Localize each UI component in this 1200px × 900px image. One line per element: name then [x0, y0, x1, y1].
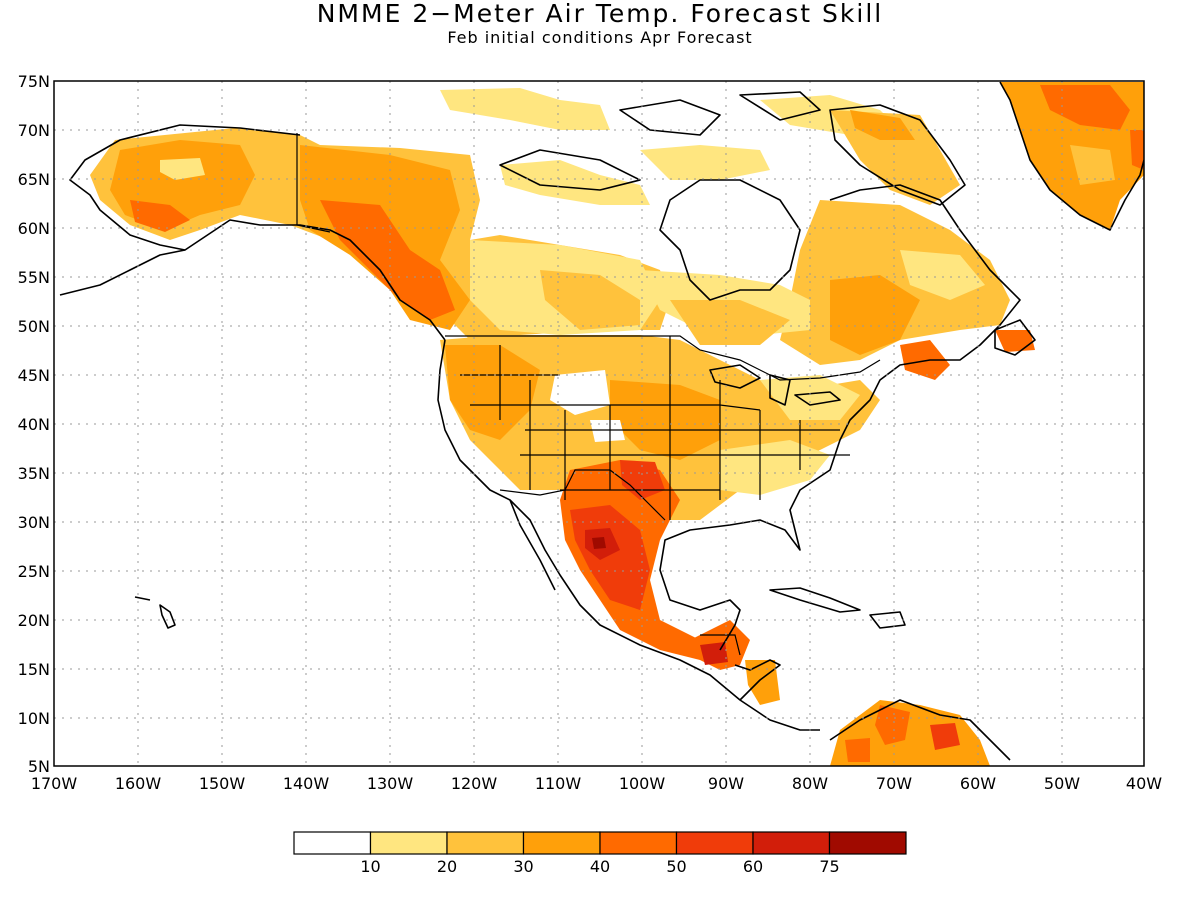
newfoundland — [994, 319, 1036, 356]
prairies-core — [540, 270, 640, 330]
alaska-canada-border — [296, 133, 331, 233]
colorbar-swatch — [752, 831, 831, 855]
alaska-core — [130, 200, 190, 232]
colorado-low — [590, 420, 625, 442]
lat-label: 70N — [18, 121, 50, 140]
baffin-skill — [830, 110, 960, 205]
lon-label: 150W — [199, 774, 246, 793]
colorbar-label: 20 — [437, 857, 457, 876]
lon-label: 90W — [708, 774, 744, 793]
venezuela-peak — [930, 723, 960, 750]
baja — [509, 499, 556, 591]
colorbar-swatch — [369, 831, 448, 855]
lon-label: 60W — [960, 774, 996, 793]
alaska-low-skill — [160, 158, 205, 180]
lon-label: 80W — [792, 774, 828, 793]
greenland-east — [1130, 130, 1144, 170]
plains-core — [610, 380, 720, 460]
lat-label: 5N — [28, 757, 50, 776]
lat-label: 45N — [18, 366, 50, 385]
baffin-coast — [829, 104, 966, 206]
lon-label: 100W — [619, 774, 666, 793]
lat-label: 15N — [18, 660, 50, 679]
colorbar: 10 20 30 40 50 60 75 — [293, 831, 907, 876]
lat-label: 55N — [18, 268, 50, 287]
colorbar-swatch — [599, 831, 678, 855]
colorbar-swatch — [522, 831, 601, 855]
bc-coast-skill — [320, 200, 455, 320]
lon-label: 120W — [451, 774, 498, 793]
lat-lon-grid — [54, 81, 1144, 766]
northeast-low — [760, 375, 860, 420]
colorbar-label: 60 — [743, 857, 763, 876]
central-america-coast — [734, 659, 781, 701]
latitude-labels: 75N 70N 65N 60N 55N 50N 45N 40N 35N 30N … — [18, 72, 50, 776]
aleutians — [59, 249, 186, 296]
hudson-bay — [659, 179, 801, 301]
maritimes-skill — [900, 340, 950, 380]
skill-field — [90, 82, 1144, 766]
map-title: NMME 2−Meter Air Temp. Forecast Skill — [316, 0, 884, 28]
arctic-patch-3 — [640, 145, 770, 180]
venezuela-core — [875, 705, 910, 745]
greenland-core — [1040, 85, 1130, 130]
greenland-low — [1070, 145, 1115, 185]
lon-label: 140W — [283, 774, 330, 793]
montana-low — [550, 370, 610, 415]
labrador-low — [900, 250, 985, 300]
longitude-labels: 170W 160W 150W 140W 130W 120W 110W 100W … — [31, 774, 1162, 793]
lon-label: 50W — [1044, 774, 1080, 793]
colorbar-label: 30 — [513, 857, 533, 876]
greenland-coast — [999, 81, 1144, 231]
nicaragua-skill — [745, 660, 780, 705]
lat-label: 50N — [18, 317, 50, 336]
lon-label: 160W — [115, 774, 162, 793]
lat-label: 65N — [18, 170, 50, 189]
southeast-low — [720, 440, 830, 495]
ontario-core — [670, 300, 790, 345]
lon-label: 110W — [535, 774, 582, 793]
lon-label: 130W — [367, 774, 414, 793]
colorbar-swatch — [828, 831, 907, 855]
mexico-central-america-border — [700, 634, 741, 656]
lon-label: 70W — [876, 774, 912, 793]
west-us-core — [445, 345, 540, 440]
lat-label: 35N — [18, 464, 50, 483]
hawaii — [134, 596, 176, 629]
colombia-core — [845, 738, 870, 762]
central-america-core — [700, 642, 728, 665]
lat-label: 75N — [18, 72, 50, 91]
coastlines — [59, 81, 1144, 761]
lat-label: 60N — [18, 219, 50, 238]
colorbar-label: 40 — [590, 857, 610, 876]
lat-label: 30N — [18, 513, 50, 532]
lon-label: 40W — [1126, 774, 1162, 793]
hispaniola — [869, 611, 906, 629]
cuba — [769, 587, 861, 613]
us-mexico-border — [499, 469, 666, 521]
lon-label: 170W — [31, 774, 78, 793]
arctic-patch-2 — [500, 160, 650, 205]
baffin-core — [850, 110, 915, 140]
lat-label: 40N — [18, 415, 50, 434]
arctic-patch-1 — [440, 88, 610, 130]
us-canada-border — [445, 335, 881, 381]
colorbar-swatch — [446, 831, 525, 855]
colorbar-swatch — [675, 831, 754, 855]
arctic-islands — [499, 91, 821, 191]
colorbar-swatch — [293, 831, 372, 855]
colorbar-label: 10 — [360, 857, 380, 876]
lat-label: 10N — [18, 709, 50, 728]
colorbar-label: 75 — [819, 857, 839, 876]
colorbar-label: 50 — [666, 857, 686, 876]
quebec-core — [830, 275, 920, 355]
map-frame — [53, 80, 1145, 767]
lat-label: 20N — [18, 611, 50, 630]
great-lakes — [709, 364, 841, 406]
mexico-max — [592, 537, 606, 549]
map-subtitle: Feb initial conditions Apr Forecast — [447, 28, 753, 47]
lat-label: 25N — [18, 562, 50, 581]
